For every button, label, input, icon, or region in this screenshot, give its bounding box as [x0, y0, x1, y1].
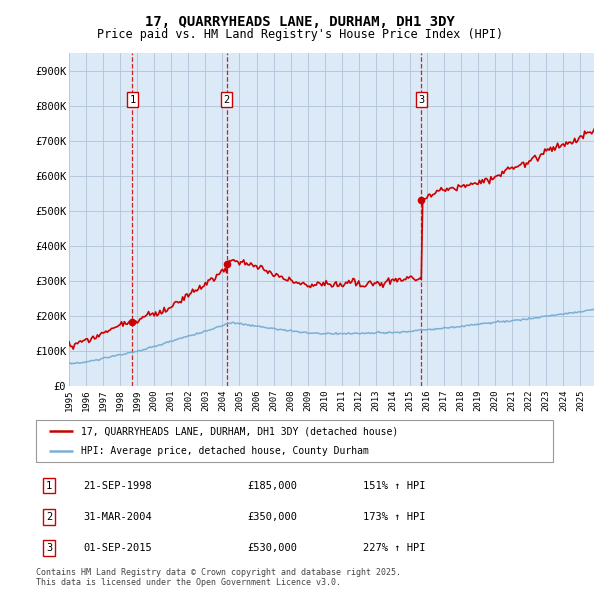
Text: 1: 1: [129, 95, 136, 105]
Text: £530,000: £530,000: [247, 543, 297, 553]
FancyBboxPatch shape: [36, 420, 553, 463]
Text: Contains HM Land Registry data © Crown copyright and database right 2025.
This d: Contains HM Land Registry data © Crown c…: [36, 568, 401, 587]
Text: Price paid vs. HM Land Registry's House Price Index (HPI): Price paid vs. HM Land Registry's House …: [97, 28, 503, 41]
Text: 3: 3: [418, 95, 424, 105]
Point: [128, 317, 137, 326]
Text: 17, QUARRYHEADS LANE, DURHAM, DH1 3DY: 17, QUARRYHEADS LANE, DURHAM, DH1 3DY: [145, 15, 455, 30]
Text: 227% ↑ HPI: 227% ↑ HPI: [364, 543, 426, 553]
Text: 2: 2: [224, 95, 230, 105]
Text: 173% ↑ HPI: 173% ↑ HPI: [364, 512, 426, 522]
Text: 21-SEP-1998: 21-SEP-1998: [83, 480, 152, 490]
Text: HPI: Average price, detached house, County Durham: HPI: Average price, detached house, Coun…: [81, 446, 369, 455]
Point: [222, 259, 232, 268]
Text: 1: 1: [46, 480, 52, 490]
Text: 01-SEP-2015: 01-SEP-2015: [83, 543, 152, 553]
Text: £185,000: £185,000: [247, 480, 297, 490]
Text: £350,000: £350,000: [247, 512, 297, 522]
Text: 2: 2: [46, 512, 52, 522]
Text: 151% ↑ HPI: 151% ↑ HPI: [364, 480, 426, 490]
Text: 3: 3: [46, 543, 52, 553]
Text: 17, QUARRYHEADS LANE, DURHAM, DH1 3DY (detached house): 17, QUARRYHEADS LANE, DURHAM, DH1 3DY (d…: [81, 427, 398, 436]
Text: 31-MAR-2004: 31-MAR-2004: [83, 512, 152, 522]
Point: [416, 196, 426, 205]
